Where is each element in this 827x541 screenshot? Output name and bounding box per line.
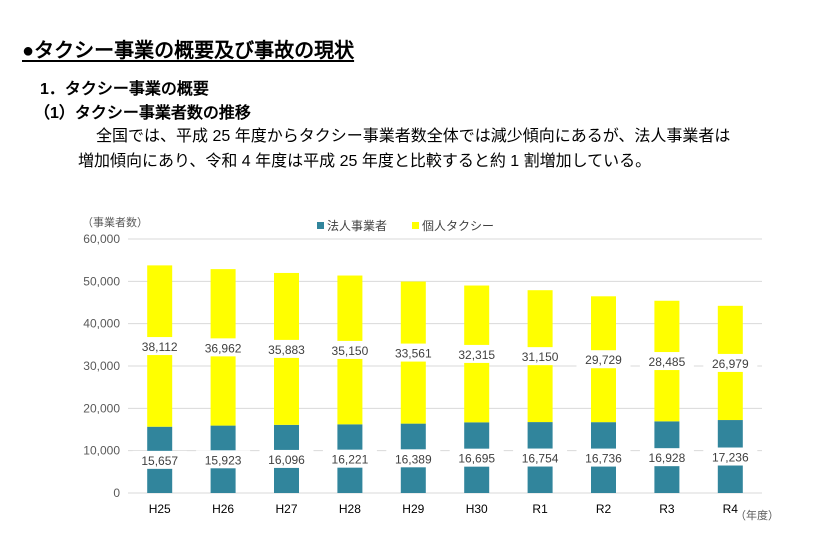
section-title: 1．タクシー事業の概要 [40,81,209,98]
x-tick-label: R4 [723,502,739,516]
x-tick-label: H25 [149,502,171,516]
data-label: 16,389 [395,452,432,466]
data-label: 16,695 [458,452,495,466]
x-tick-label: H29 [402,502,424,516]
data-label-bg [196,338,251,357]
x-tick-label: H30 [466,502,488,516]
data-label-bg [513,347,568,366]
data-label-bg [386,449,441,468]
data-label: 29,729 [585,353,622,367]
data-label-bg [259,449,314,468]
data-label: 15,923 [205,453,242,467]
x-tick-label: R1 [532,502,548,516]
data-label: 15,657 [141,454,178,468]
data-label: 16,736 [585,452,622,466]
data-label: 26,979 [712,357,749,371]
data-label: 16,754 [522,452,559,466]
data-label: 17,236 [712,451,749,465]
y-tick-label: 60,000 [83,232,120,246]
data-label-bg [513,448,568,467]
legend-swatch [412,222,419,229]
x-tick-label: R3 [659,502,675,516]
data-label-bg [449,448,504,467]
y-tick-label: 10,000 [83,444,120,458]
data-label: 16,096 [268,453,305,467]
paragraph-line: 全国では、平成 25 年度からタクシー事業者数全体では減少傾向にあるが、法人事業… [96,128,731,145]
y-tick-label: 40,000 [83,317,120,331]
data-label: 32,315 [458,348,495,362]
x-tick-label: R2 [596,502,612,516]
legend-swatch [317,222,324,229]
subsection-title: （1）タクシー事業者数の推移 [34,105,251,122]
data-label: 35,883 [268,343,305,357]
y-tick-label: 30,000 [83,359,120,373]
data-label: 31,150 [522,350,559,364]
data-label: 28,485 [649,355,686,369]
data-label: 33,561 [395,347,432,361]
data-label-bg [322,449,377,468]
data-label-bg [322,340,377,359]
data-label-bg [386,343,441,362]
data-label-bg [576,448,631,467]
data-label-bg [703,447,758,466]
y-tick-label: 20,000 [83,401,120,415]
data-label-bg [576,350,631,369]
data-label: 36,962 [205,341,242,355]
data-label-bg [449,344,504,363]
data-label: 16,221 [332,453,369,467]
paragraph-line: 増加傾向にあり、令和 4 年度は平成 25 年度と比較すると約 1 割増加してい… [78,153,652,170]
data-label-bg [639,352,694,371]
legend-label: 個人タクシー [422,219,494,233]
x-tick-label: H26 [212,502,234,516]
data-label-bg [639,448,694,467]
data-label: 38,112 [142,340,178,354]
legend-label: 法人事業者 [327,219,387,233]
data-label-bg [132,450,187,469]
page-heading: ●タクシー事業の概要及び事故の現状 [22,40,355,62]
data-label-bg [196,450,251,469]
y-tick-label: 0 [113,486,120,500]
y-axis-title: （事業者数） [82,216,148,229]
body-paragraph: 全国では、平成 25 年度からタクシー事業者数全体では減少傾向にあるが、法人事業… [78,124,798,174]
data-label: 35,150 [332,344,369,358]
x-axis-title: （年度） [735,508,779,522]
y-tick-label: 50,000 [83,274,120,288]
data-label-bg [703,353,758,372]
data-label-bg [259,339,314,358]
x-tick-label: H28 [339,502,361,516]
data-label-bg [132,337,187,356]
x-tick-label: H27 [275,502,297,516]
data-label: 16,928 [649,451,686,465]
